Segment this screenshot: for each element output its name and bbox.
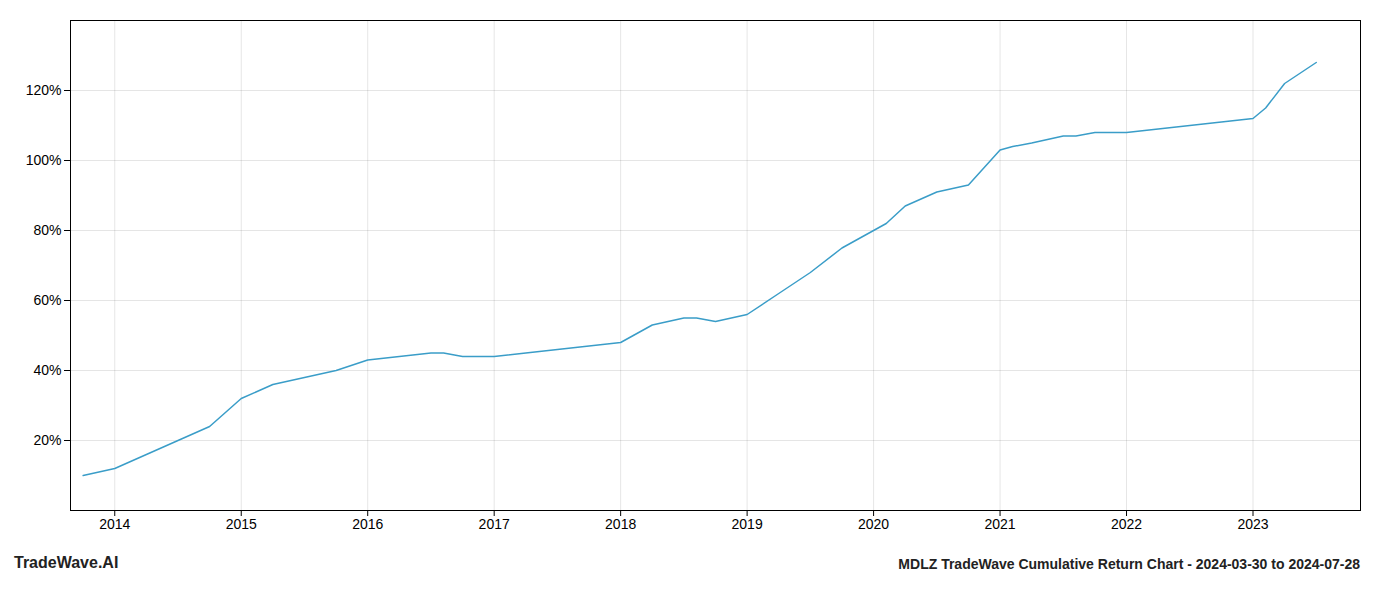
svg-text:2018: 2018	[605, 516, 636, 532]
svg-text:2014: 2014	[99, 516, 130, 532]
svg-text:2021: 2021	[984, 516, 1015, 532]
svg-text:40%: 40%	[33, 362, 61, 378]
svg-text:2019: 2019	[732, 516, 763, 532]
svg-text:2015: 2015	[226, 516, 257, 532]
svg-text:2016: 2016	[352, 516, 383, 532]
svg-text:2023: 2023	[1237, 516, 1268, 532]
svg-text:60%: 60%	[33, 292, 61, 308]
svg-text:2017: 2017	[479, 516, 510, 532]
svg-text:120%: 120%	[26, 82, 62, 98]
svg-text:80%: 80%	[33, 222, 61, 238]
svg-text:20%: 20%	[33, 432, 61, 448]
svg-text:2022: 2022	[1111, 516, 1142, 532]
html-text:TradeWave.AI: TradeWave.AI	[14, 554, 119, 571]
html-text:MDLZ TradeWave Cumulative Retu: MDLZ TradeWave Cumulative Return Chart -…	[898, 556, 1360, 572]
svg-text:100%: 100%	[26, 152, 62, 168]
svg-text:2020: 2020	[858, 516, 889, 532]
